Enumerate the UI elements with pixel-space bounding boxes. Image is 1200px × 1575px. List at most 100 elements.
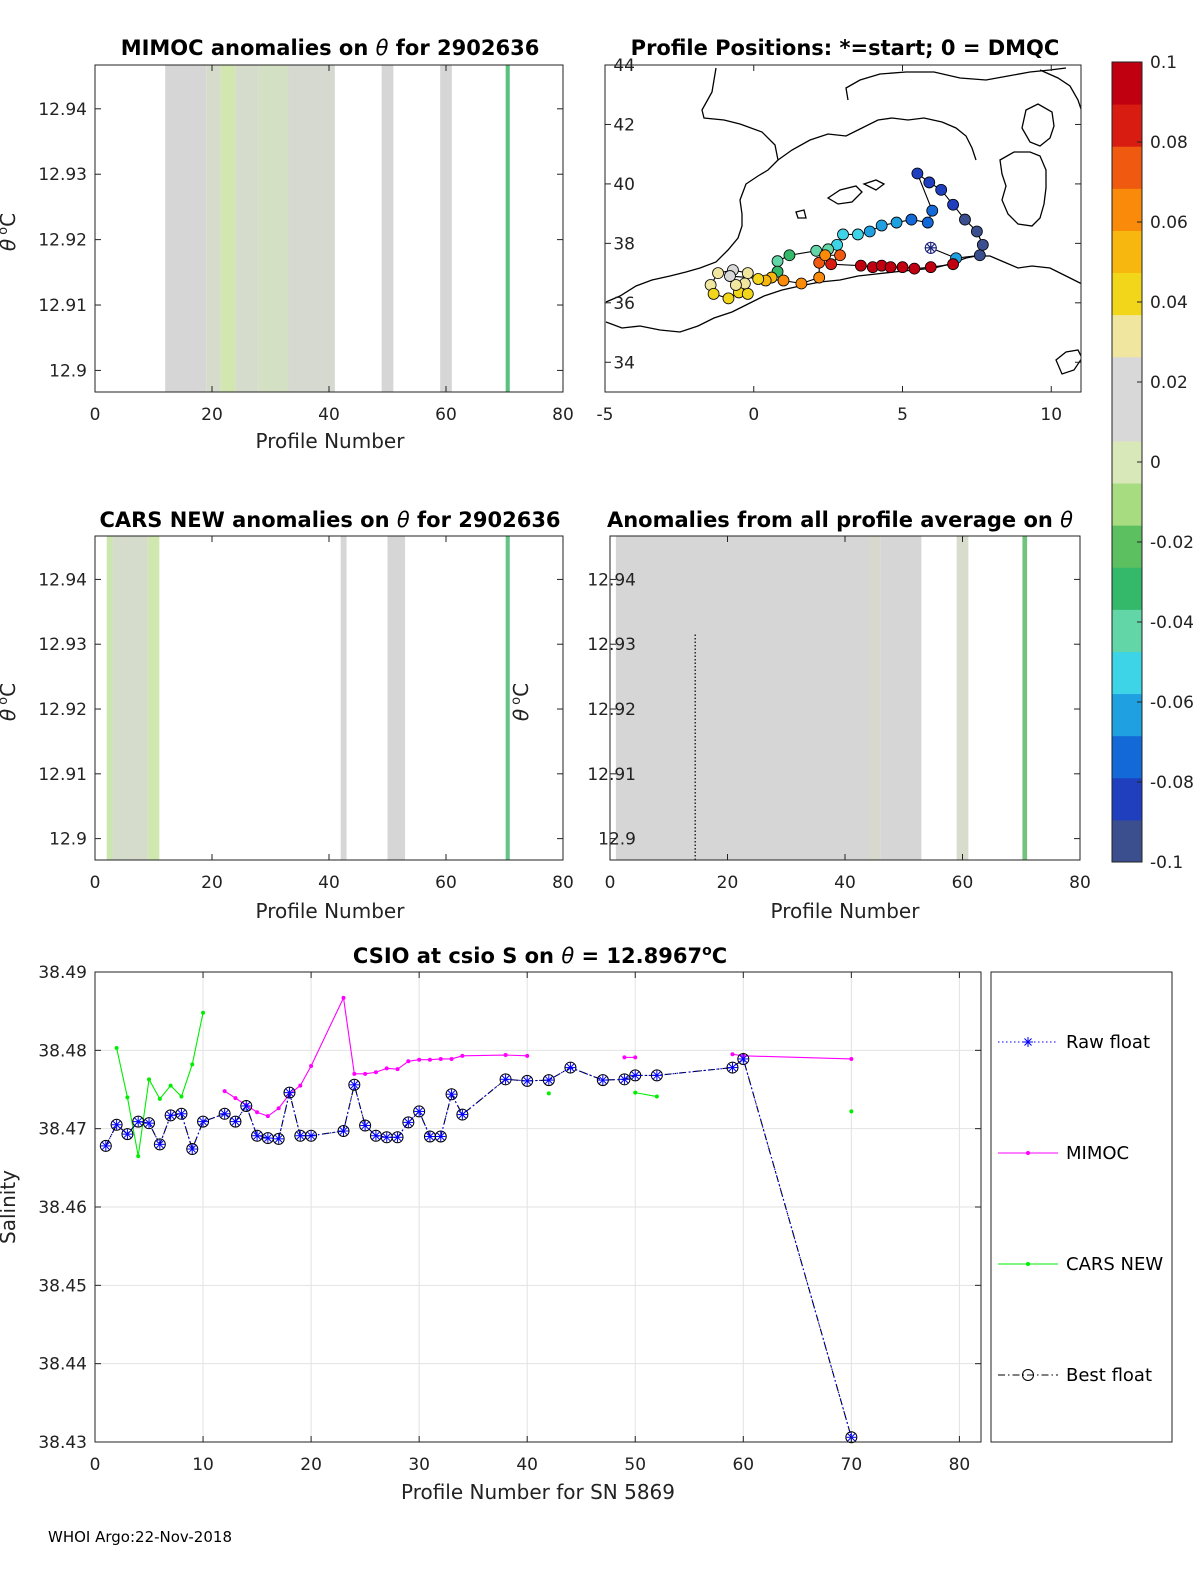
star-stroke <box>263 1134 272 1142</box>
mimoc-ytick-label: 12.93 <box>38 165 87 185</box>
csio-series <box>99 995 858 1444</box>
data-point <box>190 1062 195 1067</box>
star-stroke <box>155 1140 164 1149</box>
star-stroke <box>307 1131 315 1140</box>
star-stroke <box>523 1076 532 1085</box>
coastline-sardinia <box>999 151 1047 227</box>
coastline-sicily <box>1055 349 1081 375</box>
positions-ytick-label: 36 <box>613 294 635 314</box>
series-line <box>732 1053 852 1060</box>
data-point <box>165 1110 176 1121</box>
star-stroke <box>361 1121 370 1130</box>
profile-position-marker <box>959 213 971 226</box>
mimoc-xlabel: Profile Number <box>256 429 406 453</box>
series-line <box>105 1058 852 1438</box>
data-point <box>633 1055 638 1060</box>
star-stroke <box>134 1117 143 1126</box>
data-point <box>597 1075 608 1086</box>
data-point <box>136 1154 141 1159</box>
mimoc-xtick-label: 60 <box>435 405 457 425</box>
colorbar-segment <box>1112 525 1142 568</box>
legend-box <box>990 971 1173 1443</box>
star-stroke <box>631 1071 640 1080</box>
star-stroke <box>372 1131 380 1140</box>
data-point <box>503 1053 508 1058</box>
data-point <box>338 1126 349 1137</box>
avg-ytick-label: 12.92 <box>587 700 636 720</box>
cars-ytick-label: 12.91 <box>38 765 87 785</box>
mimoc-xtick-label: 0 <box>90 405 101 425</box>
avg-panel: Anomalies from all profile average on θ … <box>509 508 1091 923</box>
data-point <box>133 1116 144 1127</box>
data-point <box>276 1106 281 1111</box>
data-point <box>449 1056 454 1061</box>
data-point <box>630 1070 641 1081</box>
data-point <box>100 1140 111 1151</box>
positions-xtick-label: 5 <box>897 405 908 425</box>
data-point <box>273 1133 284 1144</box>
data-point <box>349 1079 360 1090</box>
star-stroke <box>652 1071 661 1080</box>
colorbar-tick-label: 0.08 <box>1150 133 1188 153</box>
colorbar-segment <box>1112 819 1142 863</box>
data-point <box>176 1108 187 1119</box>
data-point <box>222 1089 227 1094</box>
data-point <box>737 1052 750 1065</box>
data-point <box>564 1061 577 1074</box>
profile-position-marker <box>908 262 921 275</box>
mimoc-anomaly-bar <box>235 65 259 392</box>
positions-title: Profile Positions: *=start; 0 = DMQC <box>631 36 1060 60</box>
avg-xtick-label: 80 <box>1069 873 1091 893</box>
avg-ytick-label: 12.91 <box>587 765 636 785</box>
cars-ticks: 0 20 40 60 80 12.9 12.91 12.92 12.93 12.94 <box>38 536 574 893</box>
colorbar-segment <box>1112 777 1142 821</box>
data-point <box>305 1129 318 1142</box>
data-point <box>413 1105 426 1118</box>
colorbar-segment <box>1112 735 1142 779</box>
profile-position-marker <box>712 267 724 279</box>
data-point <box>197 1115 210 1128</box>
cars-anomaly-bars <box>106 536 510 860</box>
data-point <box>456 1108 469 1121</box>
data-point <box>438 1056 443 1061</box>
colorbar-segment <box>1112 567 1142 610</box>
profile-position-marker <box>896 261 909 274</box>
profile-position-marker <box>935 183 948 196</box>
start-marker <box>924 241 937 254</box>
csio-xtick-label: 20 <box>300 1455 322 1475</box>
csio-xlabel: Profile Number for SN 5869 <box>401 1480 675 1504</box>
data-point <box>414 1106 425 1117</box>
data-point <box>255 1110 260 1115</box>
profile-position-marker <box>851 228 864 241</box>
avg-xtick-label: 40 <box>834 873 856 893</box>
mimoc-anomaly-bars <box>165 65 510 392</box>
csio-xtick-label: 50 <box>624 1455 646 1475</box>
positions-ticks: -5 0 5 10 34 36 38 40 42 44 <box>597 56 1081 425</box>
star-stroke <box>101 1142 110 1150</box>
data-point <box>730 1052 735 1057</box>
legend-label: Raw float <box>1066 1032 1150 1053</box>
data-point <box>406 1059 411 1064</box>
profile-position-marker <box>924 261 937 274</box>
data-point <box>427 1057 432 1062</box>
data-point <box>230 1116 241 1127</box>
data-point <box>845 1431 858 1444</box>
coastline-alps <box>845 67 1067 101</box>
positions-xtick-label: 0 <box>748 405 759 425</box>
colorbar-segment <box>1112 398 1142 442</box>
star-stroke <box>199 1117 207 1126</box>
data-point <box>153 1138 166 1151</box>
data-point <box>499 1073 512 1086</box>
profile-position-marker <box>771 255 784 268</box>
data-point <box>445 1088 458 1101</box>
avg-ticks: 0 20 40 60 80 12.9 12.91 12.92 12.93 12.94 <box>587 536 1091 893</box>
profile-position-marker <box>741 267 754 279</box>
coastline-map <box>605 67 1081 375</box>
star-stroke <box>728 1063 737 1072</box>
cars-anomaly-bar <box>387 536 406 860</box>
data-point <box>186 1143 199 1156</box>
colorbar-segment <box>1112 272 1142 316</box>
avg-anomaly-bar <box>956 536 969 860</box>
coastline-europe <box>605 67 779 303</box>
cars-ytick-label: 12.94 <box>38 570 87 590</box>
